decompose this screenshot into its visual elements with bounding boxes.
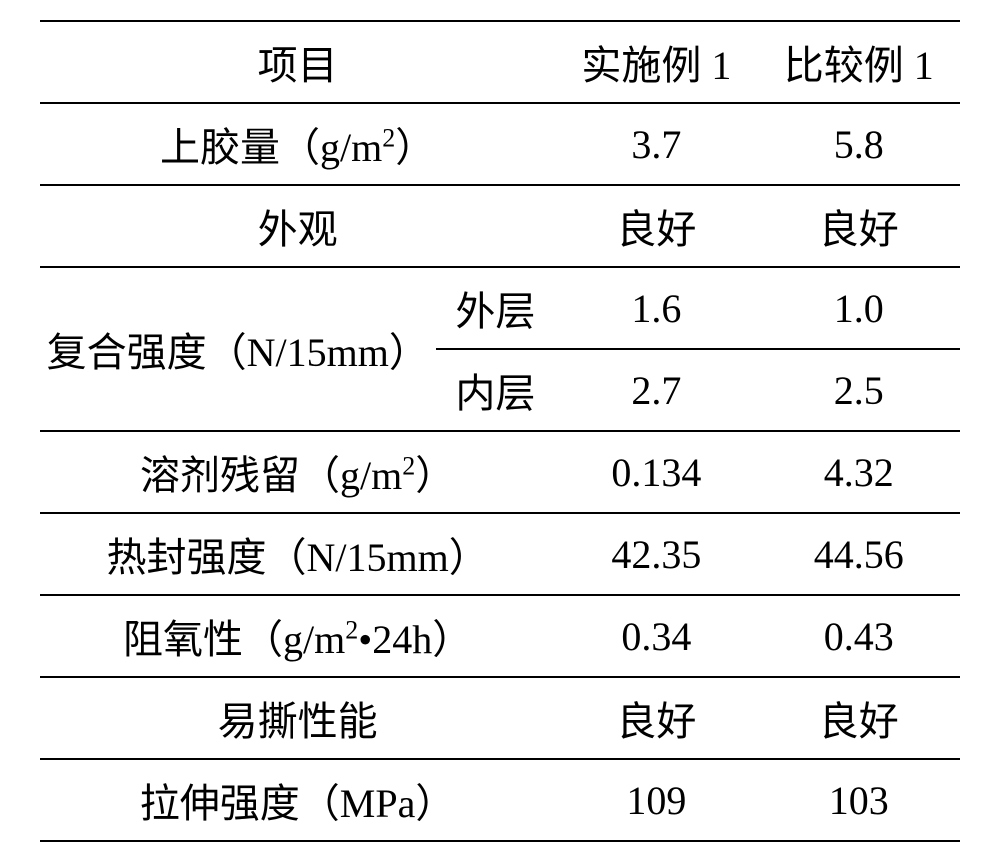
cell-text: 阻氧性（g/m <box>123 617 345 662</box>
cell-text: 外观 <box>258 207 338 252</box>
header-example1: 实施例 1 <box>555 21 757 103</box>
cell-text: 上胶量（g/m <box>160 125 382 170</box>
header-item: 项目 <box>40 21 555 103</box>
cell: 1.6 <box>555 267 757 349</box>
header-compare1: 比较例 1 <box>758 21 960 103</box>
cell-text: 4.32 <box>824 450 894 495</box>
cell: 2.5 <box>758 349 960 431</box>
cell-text: 良好 <box>819 699 899 744</box>
cell-text: 良好 <box>616 207 696 252</box>
cell-text: 0.34 <box>621 614 691 659</box>
superscript: 2 <box>345 616 358 645</box>
row-label: 溶剂残留（g/m2） <box>40 431 555 513</box>
cell: 良好 <box>758 677 960 759</box>
cell-text: 109 <box>626 778 686 823</box>
cell-text: 0.134 <box>611 450 701 495</box>
cell-text: 44.56 <box>814 532 904 577</box>
cell-text: 实施例 1 <box>581 43 731 88</box>
cell: 良好 <box>555 677 757 759</box>
cell-text: 拉伸强度（MPa） <box>140 781 456 826</box>
cell-text: 良好 <box>819 207 899 252</box>
table-row: 溶剂残留（g/m2） 0.134 4.32 <box>40 431 960 513</box>
cell-text: 项目 <box>258 43 338 88</box>
table-row: 复合强度（N/15mm） 外层 1.6 1.0 <box>40 267 960 349</box>
row-label: 外观 <box>40 185 555 267</box>
cell: 44.56 <box>758 513 960 595</box>
cell-text: 热封强度（N/15mm） <box>106 535 488 580</box>
cell-text: 42.35 <box>611 532 701 577</box>
cell: 2.7 <box>555 349 757 431</box>
row-label: 热封强度（N/15mm） <box>40 513 555 595</box>
cell-text: 5.8 <box>834 122 884 167</box>
cell-text: 2.7 <box>631 368 681 413</box>
cell: 42.35 <box>555 513 757 595</box>
cell: 4.32 <box>758 431 960 513</box>
superscript: 2 <box>402 452 415 481</box>
cell-text: ） <box>415 453 455 498</box>
cell: 0.43 <box>758 595 960 677</box>
cell-text: 易撕性能 <box>218 699 378 744</box>
cell: 5.8 <box>758 103 960 185</box>
cell-text: 3.7 <box>631 122 681 167</box>
row-label: 阻氧性（g/m2•24h） <box>40 595 555 677</box>
table-row: 外观 良好 良好 <box>40 185 960 267</box>
cell-text: 良好 <box>616 699 696 744</box>
table-row: 热封强度（N/15mm） 42.35 44.56 <box>40 513 960 595</box>
cell: 1.0 <box>758 267 960 349</box>
row-sublabel: 内层 <box>436 349 556 431</box>
cell: 103 <box>758 759 960 841</box>
cell: 良好 <box>555 185 757 267</box>
table-row: 上胶量（g/m2） 3.7 5.8 <box>40 103 960 185</box>
cell-text: 内层 <box>455 371 535 416</box>
row-label: 复合强度（N/15mm） <box>40 267 436 431</box>
row-label: 易撕性能 <box>40 677 555 759</box>
row-sublabel: 外层 <box>436 267 556 349</box>
page: 项目 实施例 1 比较例 1 上胶量（g/m2） 3.7 5.8 外观 良好 良… <box>0 0 1000 865</box>
cell-text: 0.43 <box>824 614 894 659</box>
cell-text: 比较例 1 <box>784 43 934 88</box>
cell-text: 1.0 <box>834 286 884 331</box>
cell-text: •24h） <box>358 617 472 662</box>
cell: 0.134 <box>555 431 757 513</box>
cell-text: 1.6 <box>631 286 681 331</box>
cell: 3.7 <box>555 103 757 185</box>
table-row: 阻氧性（g/m2•24h） 0.34 0.43 <box>40 595 960 677</box>
cell: 109 <box>555 759 757 841</box>
superscript: 2 <box>382 124 395 153</box>
cell-text: 2.5 <box>834 368 884 413</box>
row-label: 拉伸强度（MPa） <box>40 759 555 841</box>
table-row: 项目 实施例 1 比较例 1 <box>40 21 960 103</box>
table-row: 拉伸强度（MPa） 109 103 <box>40 759 960 841</box>
cell: 良好 <box>758 185 960 267</box>
cell-text: 外层 <box>455 289 535 334</box>
cell-text: 溶剂残留（g/m <box>140 453 402 498</box>
cell-text: 103 <box>829 778 889 823</box>
cell-text: 复合强度（N/15mm） <box>47 330 429 375</box>
data-table: 项目 实施例 1 比较例 1 上胶量（g/m2） 3.7 5.8 外观 良好 良… <box>40 20 960 842</box>
row-label: 上胶量（g/m2） <box>40 103 555 185</box>
cell-text: ） <box>395 125 435 170</box>
table-row: 易撕性能 良好 良好 <box>40 677 960 759</box>
cell: 0.34 <box>555 595 757 677</box>
